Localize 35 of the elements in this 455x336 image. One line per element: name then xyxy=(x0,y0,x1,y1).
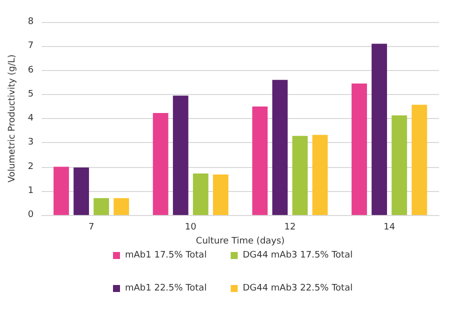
legend-label: DG44 mAb3 22.5% Total xyxy=(242,284,353,294)
bar xyxy=(74,167,89,215)
y-tick-label: 7 xyxy=(28,41,34,52)
legend-label: mAb1 17.5% Total xyxy=(125,250,207,260)
x-tick-label: 12 xyxy=(284,222,296,232)
bar xyxy=(412,104,428,215)
bar xyxy=(94,198,110,215)
y-tick-label: 2 xyxy=(28,162,34,172)
x-tick-label: 10 xyxy=(184,222,197,232)
bar xyxy=(114,198,130,215)
bar xyxy=(292,136,308,215)
legend-label: DG44 mAb3 17.5% Total xyxy=(242,250,353,260)
bar xyxy=(192,174,208,215)
y-tick-label: 6 xyxy=(28,65,34,76)
bar xyxy=(252,106,268,215)
legend-label: mAb1 22.5% Total xyxy=(125,284,207,294)
x-tick-label: 7 xyxy=(88,222,94,232)
bar xyxy=(312,134,328,215)
y-tick-label: 0 xyxy=(28,210,34,220)
y-tick-label: 5 xyxy=(28,89,34,100)
bar xyxy=(272,80,288,215)
bar xyxy=(352,84,367,215)
y-tick-label: 1 xyxy=(28,186,34,196)
y-tick-label: 4 xyxy=(28,114,34,124)
y-tick-label: 8 xyxy=(28,17,34,27)
bar xyxy=(392,115,408,215)
bar xyxy=(54,166,69,215)
x-axis-title: Culture Time (days) xyxy=(196,236,285,246)
bar xyxy=(212,174,228,215)
x-tick-label: 14 xyxy=(384,222,396,232)
bar xyxy=(372,44,388,215)
y-axis-title: Volumetric Productivity (g/L) xyxy=(8,54,18,183)
bar xyxy=(172,96,188,215)
y-tick-label: 3 xyxy=(28,138,34,148)
bar xyxy=(152,112,168,215)
